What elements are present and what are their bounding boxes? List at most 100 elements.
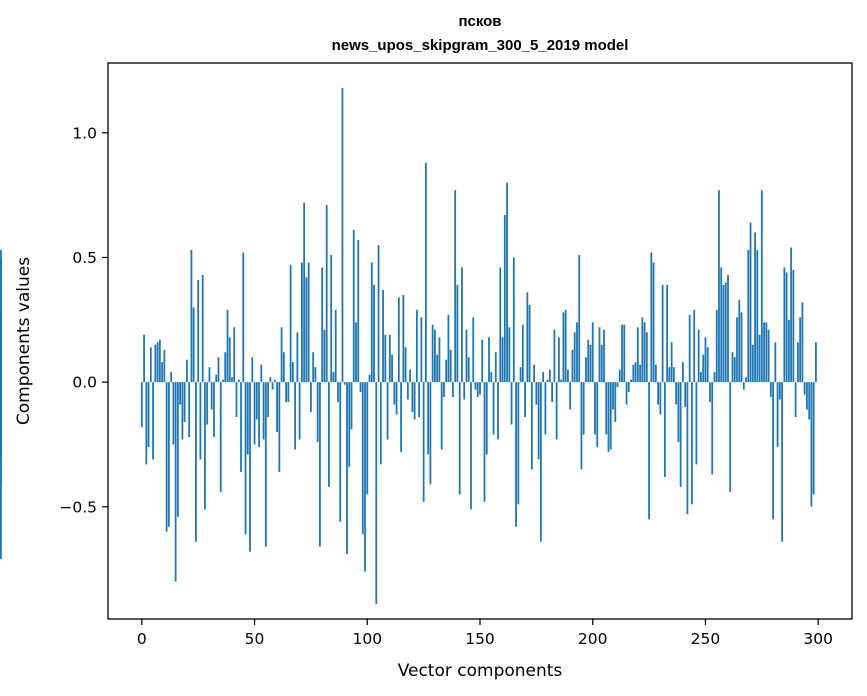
bar-12 [167, 382, 170, 527]
bar-77 [314, 367, 317, 383]
bar-10 [163, 349, 166, 383]
bar-205 [603, 329, 605, 383]
bar-236 [672, 367, 675, 383]
bar-135 [445, 359, 448, 383]
bar-228 [654, 364, 657, 383]
bar-107 [382, 289, 384, 383]
bar-64 [285, 382, 288, 403]
chart-title: псков [458, 13, 501, 30]
bar-51 [255, 382, 258, 420]
bar-215 [625, 382, 628, 405]
y-tick-label-0: −0.5 [59, 498, 97, 516]
bar-68 [294, 382, 297, 450]
x-tick-label-200: 200 [578, 630, 608, 648]
bar-260 [727, 274, 729, 383]
bar-9 [161, 362, 164, 383]
bar-75 [310, 382, 312, 413]
bar-273 [756, 250, 759, 383]
bar-36 [222, 379, 224, 383]
bar-78 [316, 382, 319, 442]
bar-252 [709, 382, 711, 403]
bar-251 [706, 347, 709, 383]
bar-207 [607, 382, 610, 452]
bar-248 [700, 372, 702, 383]
bar-101 [368, 374, 371, 383]
bar-223 [643, 322, 646, 383]
bar-261 [729, 382, 732, 492]
bar-146 [470, 382, 472, 510]
bar-265 [738, 299, 741, 383]
bar-undefined [0, 382, 2, 560]
bar-111 [391, 354, 393, 383]
bar-238 [677, 382, 680, 442]
bar-5 [152, 382, 154, 460]
bar-27 [201, 274, 204, 383]
bar-46 [244, 382, 247, 535]
bar-199 [589, 344, 592, 383]
bar-280 [772, 382, 774, 520]
bar-163 [508, 327, 511, 383]
bar-275 [760, 190, 763, 383]
bar-118 [406, 382, 409, 400]
bar-257 [720, 267, 723, 383]
bar-164 [510, 382, 513, 425]
x-tick-label-0: 0 [137, 630, 147, 648]
bar-214 [623, 324, 626, 383]
bar-106 [379, 382, 382, 465]
chart-subtitle: news_upos_skipgram_300_5_2019 model [332, 37, 629, 54]
bar-70 [298, 382, 301, 440]
bar-230 [659, 382, 662, 415]
bar-168 [519, 367, 522, 383]
bar-216 [627, 382, 630, 393]
bar-157 [494, 352, 497, 383]
bar-244 [691, 382, 693, 505]
bar-121 [413, 382, 416, 420]
bar-211 [616, 382, 619, 388]
bar-147 [472, 317, 475, 383]
bar-201 [594, 382, 596, 435]
bar-151 [481, 339, 484, 383]
bar-239 [679, 382, 682, 487]
bar-113 [395, 382, 398, 415]
bar-103 [373, 284, 375, 383]
bar-37 [224, 352, 227, 383]
bar-142 [461, 267, 463, 383]
bar-123 [418, 382, 421, 418]
bar-89 [341, 87, 344, 383]
bar-117 [404, 347, 407, 383]
bar-165 [512, 257, 515, 383]
bar-226 [650, 252, 653, 383]
bar-283 [778, 382, 781, 400]
bar-185 [558, 337, 560, 383]
bar-74 [307, 262, 310, 383]
bar-112 [393, 382, 396, 405]
bar-272 [754, 232, 756, 383]
bar-26 [199, 382, 202, 460]
bar-141 [458, 382, 461, 495]
bar-25 [197, 279, 200, 383]
bar-3 [147, 382, 150, 447]
bar-96 [357, 240, 360, 383]
bar-264 [736, 317, 738, 383]
bar-210 [614, 382, 617, 423]
bar-115 [400, 382, 402, 452]
bar-137 [449, 349, 452, 383]
bar-298 [812, 382, 815, 495]
bar-24 [195, 382, 197, 542]
bar-174 [533, 364, 536, 383]
bar-133 [440, 382, 443, 450]
bar-154 [488, 337, 490, 383]
bar-293 [801, 302, 804, 383]
bar-66 [289, 264, 292, 383]
bar-204 [600, 344, 603, 383]
bar-94 [352, 230, 355, 383]
bar-144 [465, 329, 468, 383]
bar-38 [226, 309, 229, 383]
bar-167 [517, 382, 520, 505]
bar-99 [364, 382, 366, 572]
bar-131 [436, 354, 439, 383]
bar-undefined [0, 382, 2, 413]
bar-289 [792, 269, 795, 383]
bar-124 [420, 317, 423, 383]
bar-109 [386, 382, 389, 440]
